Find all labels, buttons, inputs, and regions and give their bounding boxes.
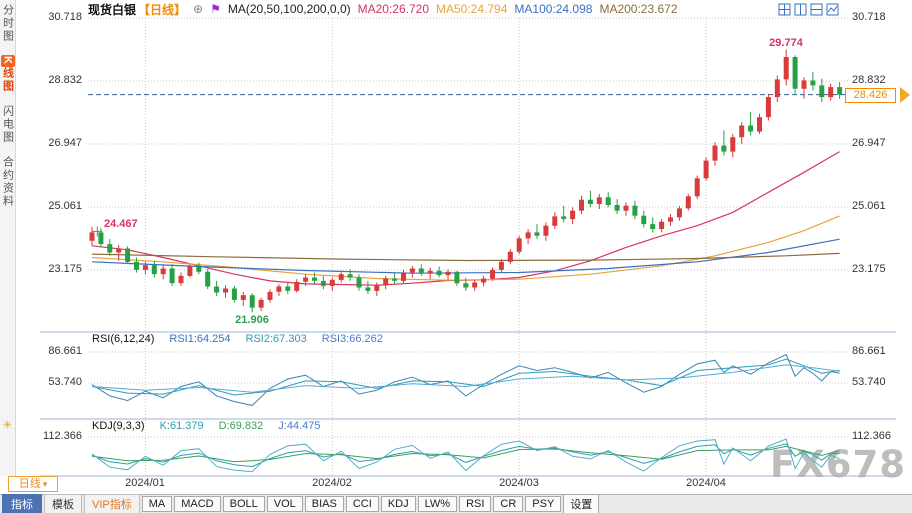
rsi1-value: RSI1:64.254 <box>169 333 231 345</box>
x-axis-label: 2024/02 <box>312 477 352 489</box>
period-selector-label: 日线 <box>18 478 41 490</box>
zoom-plus-icon[interactable]: ⊕ <box>193 2 204 16</box>
y-axis-label: 25.061 <box>48 200 82 212</box>
rsi3-value: RSI3:66.262 <box>321 333 383 345</box>
period-tag: 【日线】 <box>138 2 187 17</box>
rsi-axis-label: 86.661 <box>852 345 886 357</box>
rsi-header: RSI(6,12,24) RSI1:64.254 RSI2:67.303 RSI… <box>92 333 383 345</box>
tab-templates[interactable]: 模板 <box>44 494 82 513</box>
tab-cr[interactable]: CR <box>493 496 524 512</box>
x-axis-label: 2024/04 <box>686 477 726 489</box>
symbol-name: 现货白银 <box>88 2 137 17</box>
sidebar-tab-kline-chart[interactable]: K线图 <box>0 55 15 93</box>
kline-label: 线图 <box>1 66 14 93</box>
y-axis-label: 26.947 <box>48 137 82 149</box>
tab-rsi[interactable]: RSI <box>459 496 492 512</box>
y-axis-label: 26.947 <box>852 137 886 149</box>
kdj-j-value: J:44.475 <box>278 420 321 432</box>
tab-cci[interactable]: CCI <box>345 496 379 512</box>
chevron-down-icon: ▾ <box>42 479 48 489</box>
layout-switcher <box>778 3 839 16</box>
kdj-axis-label: 112.366 <box>852 430 891 442</box>
tab-boll[interactable]: BOLL <box>222 496 265 512</box>
annotation-low: 21.906 <box>235 314 269 326</box>
y-axis-label: 25.061 <box>852 200 886 212</box>
sidebar-tab-time-chart[interactable]: 分时图 <box>1 4 14 43</box>
bottom-toolbar: 指标 模板 VIP指标 MA MACD BOLL VOL BIAS CCI KD… <box>0 494 912 513</box>
layout-chart-pane-icon[interactable] <box>826 3 839 16</box>
kdj-header: KDJ(9,3,3) K:61.379 D:69.832 J:44.475 <box>92 420 320 432</box>
annotation-high: 29.774 <box>769 37 803 49</box>
y-axis-label: 23.175 <box>852 263 886 275</box>
y-axis-label: 30.718 <box>852 11 886 23</box>
period-selector[interactable]: 日线 ▾ <box>8 476 58 492</box>
x-axis-label: 2024/03 <box>499 477 539 489</box>
y-axis-label: 28.832 <box>852 74 886 86</box>
tab-ma[interactable]: MA <box>141 496 173 512</box>
layout-grid-2x2-icon[interactable] <box>778 3 791 16</box>
rsi-axis-label: 53.740 <box>852 376 886 388</box>
chart-header: 现货白银 【日线】 ⊕ ⚑ MA(20,50,100,200,0,0) MA20:… <box>88 1 678 17</box>
y-axis-label: 23.175 <box>48 263 82 275</box>
tab-vip-indicators[interactable]: VIP指标 <box>84 494 140 513</box>
ma200-value: MA200:23.672 <box>599 2 678 16</box>
tab-bias[interactable]: BIAS <box>304 496 344 512</box>
tab-psy[interactable]: PSY <box>525 496 562 512</box>
y-axis-label: 30.718 <box>48 11 82 23</box>
rsi2-value: RSI2:67.303 <box>245 333 307 345</box>
kline-badge: K <box>0 55 15 67</box>
ma50-value: MA50:24.794 <box>436 2 508 16</box>
watermark: FX678 <box>770 443 907 486</box>
tab-kdj[interactable]: KDJ <box>380 496 416 512</box>
layout-split-horizontal-icon[interactable] <box>810 3 823 16</box>
indicator-flag-icon[interactable]: ⚑ <box>210 2 221 16</box>
layout-split-vertical-icon[interactable] <box>794 3 807 16</box>
rsi-axis-label: 53.740 <box>48 376 82 388</box>
theme-sun-icon[interactable]: ☀ <box>2 418 13 432</box>
x-axis-label: 2024/01 <box>125 477 165 489</box>
tab-vol[interactable]: VOL <box>266 496 303 512</box>
ma-params-label: MA(20,50,100,200,0,0) <box>227 2 351 16</box>
ma20-value: MA20:26.720 <box>357 2 429 16</box>
ma100-value: MA100:24.098 <box>514 2 593 16</box>
kdj-title: KDJ(9,3,3) <box>92 420 145 432</box>
tab-macd[interactable]: MACD <box>174 496 221 512</box>
kdj-d-value: D:69.832 <box>218 420 264 432</box>
tab-settings[interactable]: 设置 <box>563 494 600 513</box>
kdj-k-value: K:61.379 <box>159 420 204 432</box>
tab-indicators[interactable]: 指标 <box>2 494 42 513</box>
rsi-title: RSI(6,12,24) <box>92 333 155 345</box>
latest-price-arrow-icon[interactable] <box>900 87 910 103</box>
rsi-axis-label: 86.661 <box>48 345 82 357</box>
left-sidebar: 分时图 K线图 闪电图 合约资料 <box>0 0 16 476</box>
last-price-tag: 28.426 <box>845 88 896 103</box>
annotation-first-high: 24.467 <box>104 218 138 230</box>
sidebar-tab-lightning-chart[interactable]: 闪电图 <box>1 104 14 144</box>
sidebar-tab-contract-info[interactable]: 合约资料 <box>1 155 14 208</box>
y-axis-label: 28.832 <box>48 74 82 86</box>
kdj-axis-label: 112.366 <box>43 430 82 442</box>
tab-lwr[interactable]: LW% <box>417 496 458 512</box>
